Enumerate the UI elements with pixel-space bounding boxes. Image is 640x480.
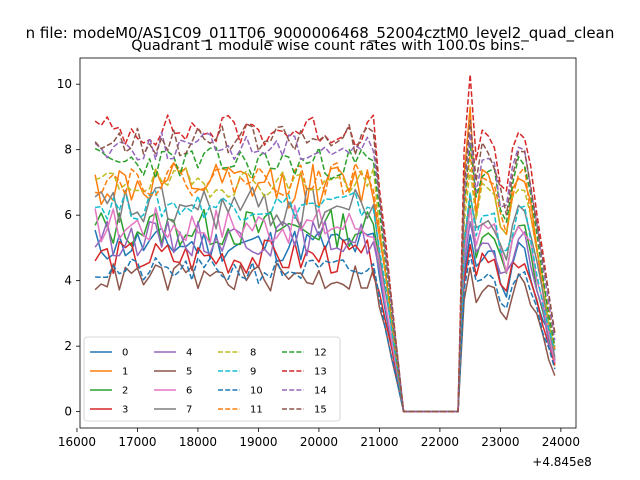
series-line-8 bbox=[94, 167, 556, 413]
legend-label-4: 4 bbox=[186, 348, 192, 359]
legend-label-15: 15 bbox=[314, 405, 327, 416]
series-line-15 bbox=[94, 119, 556, 413]
legend-label-13: 13 bbox=[314, 367, 327, 378]
plot-frame bbox=[79, 57, 577, 429]
x-tick-label: 21000 bbox=[360, 435, 398, 449]
y-axis: 0 2 4 6 8 10 bbox=[57, 77, 80, 419]
y-tick-label: 4 bbox=[64, 274, 72, 288]
series-line-10 bbox=[95, 253, 556, 413]
legend-label-0: 0 bbox=[122, 348, 128, 359]
y-tick-label: 10 bbox=[57, 77, 72, 91]
legend-label-9: 9 bbox=[250, 367, 256, 378]
legend-label-3: 3 bbox=[122, 405, 128, 416]
series-line-13 bbox=[94, 73, 556, 413]
figure-suptitle: n file: modeM0/AS1C09_011T06_9000006468_… bbox=[26, 24, 615, 43]
y-tick-label: 6 bbox=[64, 208, 72, 222]
legend-frame bbox=[83, 336, 341, 422]
series-line-3 bbox=[94, 239, 556, 413]
x-tick-label: 24000 bbox=[542, 435, 580, 449]
x-axis: 16000 17000 18000 19000 20000 21000 22000 23000… bbox=[58, 428, 580, 449]
chart-title: Quadrant 1 module wise count rates with … bbox=[131, 38, 525, 54]
legend-label-12: 12 bbox=[314, 348, 327, 359]
x-tick-label: 20000 bbox=[300, 435, 338, 449]
x-offset-label: +4.845e8 bbox=[532, 455, 591, 469]
series-line-9 bbox=[95, 190, 556, 413]
legend-label-7: 7 bbox=[186, 405, 192, 416]
series-line-4 bbox=[94, 220, 556, 413]
x-tick-label: 22000 bbox=[421, 435, 459, 449]
series-line-6 bbox=[94, 204, 556, 413]
legend-label-11: 11 bbox=[250, 405, 263, 416]
series-line-11 bbox=[94, 152, 556, 413]
series-line-12 bbox=[94, 142, 556, 413]
x-tick-label: 23000 bbox=[481, 435, 519, 449]
x-tick-label: 16000 bbox=[58, 435, 96, 449]
x-tick-label: 18000 bbox=[179, 435, 217, 449]
legend-label-2: 2 bbox=[122, 386, 128, 397]
legend-label-8: 8 bbox=[250, 348, 256, 359]
x-tick-label: 17000 bbox=[118, 435, 156, 449]
legend-label-10: 10 bbox=[250, 386, 263, 397]
y-tick-label: 0 bbox=[64, 405, 72, 419]
legend-label-5: 5 bbox=[186, 367, 192, 378]
legend-label-14: 14 bbox=[314, 386, 327, 397]
series-layer bbox=[94, 73, 556, 413]
y-tick-label: 8 bbox=[64, 143, 72, 157]
series-line-14 bbox=[94, 131, 556, 413]
x-tick-label: 19000 bbox=[239, 435, 277, 449]
y-tick-label: 2 bbox=[64, 339, 72, 353]
legend-label-6: 6 bbox=[186, 386, 192, 397]
legend-label-1: 1 bbox=[122, 367, 128, 378]
series-line-5 bbox=[94, 262, 556, 413]
